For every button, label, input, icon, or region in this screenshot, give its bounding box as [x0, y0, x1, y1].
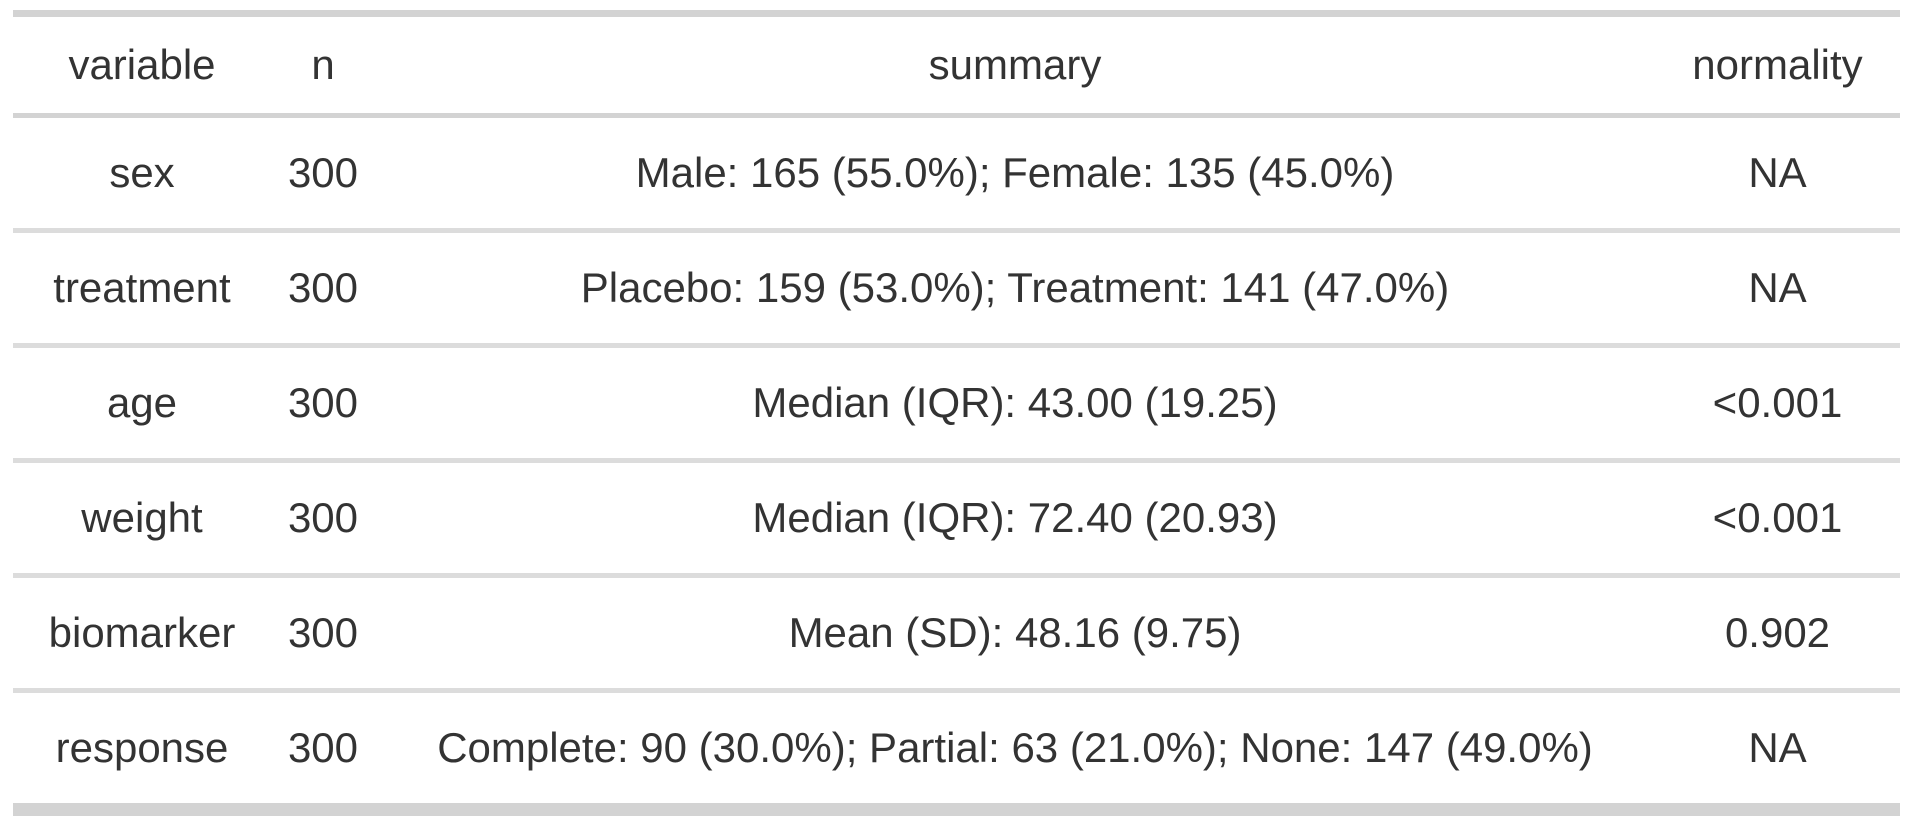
cell-summary: Male: 165 (55.0%); Female: 135 (45.0%) — [635, 149, 1395, 196]
cell-variable: treatment — [53, 264, 231, 311]
header-row: variable n summary normality — [13, 13, 1900, 116]
cell-summary: Complete: 90 (30.0%); Partial: 63 (21.0%… — [437, 724, 1593, 771]
cell-variable: biomarker — [48, 609, 236, 656]
column-header-summary: summary — [928, 41, 1102, 88]
cell-n: 300 — [287, 724, 359, 771]
cell-summary: Median (IQR): 43.00 (19.25) — [752, 379, 1278, 426]
cell-n: 300 — [287, 609, 359, 656]
cell-n: 300 — [287, 379, 359, 426]
cell-summary: Placebo: 159 (53.0%); Treatment: 141 (47… — [580, 264, 1450, 311]
column-header-normality: normality — [1692, 41, 1863, 88]
table-row: age 300 Median (IQR): 43.00 (19.25) <0.0… — [13, 346, 1900, 461]
table-body: sex 300 Male: 165 (55.0%); Female: 135 (… — [13, 116, 1900, 810]
cell-normality: NA — [1748, 149, 1807, 196]
cell-n: 300 — [287, 494, 359, 541]
cell-n: 300 — [287, 149, 359, 196]
cell-n: 300 — [287, 264, 359, 311]
cell-normality: NA — [1748, 264, 1807, 311]
table-row: biomarker 300 Mean (SD): 48.16 (9.75) 0.… — [13, 576, 1900, 691]
cell-normality: <0.001 — [1712, 379, 1843, 426]
cell-normality: <0.001 — [1712, 494, 1843, 541]
cell-normality: NA — [1748, 724, 1807, 771]
cell-variable: sex — [109, 149, 175, 196]
column-header-n: n — [311, 41, 335, 88]
table-row: response 300 Complete: 90 (30.0%); Parti… — [13, 691, 1900, 810]
cell-variable: response — [55, 724, 229, 771]
table-row: treatment 300 Placebo: 159 (53.0%); Trea… — [13, 231, 1900, 346]
table-row: sex 300 Male: 165 (55.0%); Female: 135 (… — [13, 116, 1900, 231]
cell-normality: 0.902 — [1724, 609, 1831, 656]
variable-summary-table: variable n summary normality sex 300 Mal… — [13, 10, 1900, 816]
cell-summary: Median (IQR): 72.40 (20.93) — [752, 494, 1278, 541]
table-row: weight 300 Median (IQR): 72.40 (20.93) <… — [13, 461, 1900, 576]
cell-summary: Mean (SD): 48.16 (9.75) — [788, 609, 1242, 656]
column-header-variable: variable — [68, 41, 216, 88]
cell-variable: age — [106, 379, 178, 426]
cell-variable: weight — [81, 494, 203, 541]
